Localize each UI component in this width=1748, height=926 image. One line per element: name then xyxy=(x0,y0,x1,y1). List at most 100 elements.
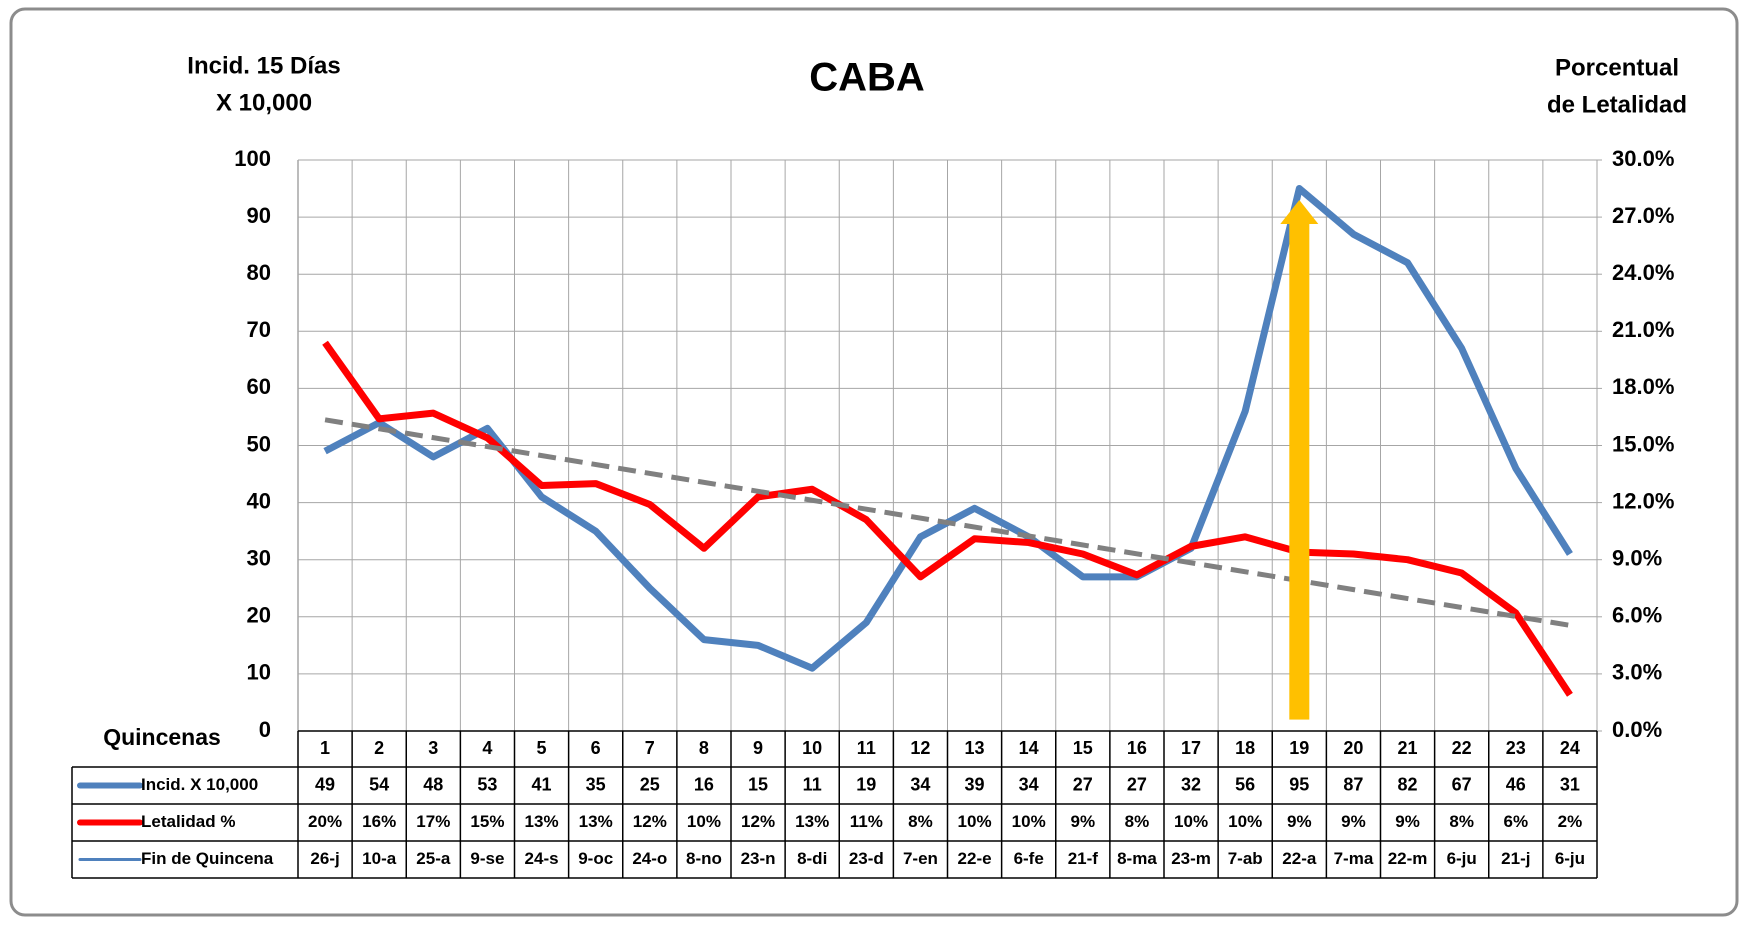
y-tick-label: 30 xyxy=(247,546,271,571)
table-value: 20% xyxy=(308,812,342,831)
table-value: 56 xyxy=(1235,774,1255,794)
table-date: 24-s xyxy=(525,849,559,868)
y2-axis-title: Porcentual xyxy=(1555,54,1679,81)
y-axis-title: X 10,000 xyxy=(216,89,312,116)
chart-title: CABA xyxy=(809,56,925,100)
table-date: 7-ab xyxy=(1228,849,1263,868)
table-date: 6-ju xyxy=(1555,849,1585,868)
x-tick-label: 9 xyxy=(753,738,763,758)
table-date: 21-f xyxy=(1068,849,1099,868)
x-tick-label: 4 xyxy=(482,738,492,758)
table-value: 53 xyxy=(477,774,497,794)
x-tick-label: 16 xyxy=(1127,738,1147,758)
table-value: 34 xyxy=(1019,774,1039,794)
x-axis-title: Quincenas xyxy=(103,724,221,750)
table-value: 9% xyxy=(1341,812,1366,831)
x-tick-label: 11 xyxy=(857,738,876,758)
table-value: 6% xyxy=(1504,812,1529,831)
y-tick-label: 80 xyxy=(247,260,271,285)
y2-tick-label: 15.0% xyxy=(1612,431,1674,456)
x-tick-label: 5 xyxy=(537,738,547,758)
y2-tick-label: 27.0% xyxy=(1612,203,1674,228)
trend-line xyxy=(324,417,1571,628)
table-date: 10-a xyxy=(362,849,397,868)
table-date: 23-m xyxy=(1171,849,1211,868)
y-tick-label: 70 xyxy=(247,317,271,342)
table-date: 25-a xyxy=(416,849,451,868)
x-tick-label: 12 xyxy=(910,738,930,758)
x-tick-label: 3 xyxy=(428,738,438,758)
table-value: 19 xyxy=(856,774,876,794)
table-value: 25 xyxy=(640,774,660,794)
table-value: 16 xyxy=(694,774,714,794)
table-date: 9-se xyxy=(470,849,504,868)
table-value: 17% xyxy=(416,812,450,831)
table-value: 10% xyxy=(958,812,992,831)
table-date: 8-di xyxy=(797,849,827,868)
y2-tick-label: 24.0% xyxy=(1612,260,1674,285)
table-value: 27 xyxy=(1073,774,1093,794)
table-value: 32 xyxy=(1181,774,1201,794)
table-date: 22-a xyxy=(1282,849,1317,868)
y-tick-label: 90 xyxy=(247,203,271,228)
x-tick-label: 13 xyxy=(965,738,985,758)
table-value: 13% xyxy=(795,812,829,831)
table-value: 31 xyxy=(1560,774,1580,794)
table-value: 41 xyxy=(532,774,552,794)
y2-tick-label: 30.0% xyxy=(1612,146,1674,171)
x-tick-label: 18 xyxy=(1235,738,1255,758)
table-date: 8-ma xyxy=(1117,849,1157,868)
table-date: 6-ju xyxy=(1447,849,1477,868)
y2-tick-label: 21.0% xyxy=(1612,317,1674,342)
table-value: 8% xyxy=(1125,812,1150,831)
table-value: 10% xyxy=(1174,812,1208,831)
y-tick-label: 40 xyxy=(247,488,271,513)
table-value: 67 xyxy=(1452,774,1472,794)
table-value: 11% xyxy=(850,812,883,831)
table-value: 27 xyxy=(1127,774,1147,794)
y2-tick-label: 12.0% xyxy=(1612,488,1674,513)
table-value: 48 xyxy=(423,774,443,794)
table-value: 10% xyxy=(1228,812,1262,831)
table-value: 10% xyxy=(1012,812,1046,831)
table-date: 24-o xyxy=(632,849,667,868)
table-date: 9-oc xyxy=(578,849,613,868)
legend-label: Fin de Quincena xyxy=(141,849,274,868)
arrow-head xyxy=(1280,199,1319,224)
table-value: 46 xyxy=(1506,774,1526,794)
table-value: 11 xyxy=(803,774,822,794)
table-date: 26-j xyxy=(310,849,339,868)
table-value: 8% xyxy=(1449,812,1474,831)
y-tick-label: 100 xyxy=(234,146,271,171)
x-tick-label: 15 xyxy=(1073,738,1093,758)
table-value: 16% xyxy=(362,812,396,831)
x-tick-label: 24 xyxy=(1560,738,1580,758)
x-tick-label: 6 xyxy=(591,738,601,758)
table-value: 12% xyxy=(741,812,775,831)
x-tick-label: 14 xyxy=(1019,738,1039,758)
y2-tick-label: 6.0% xyxy=(1612,603,1662,628)
table-date: 7-ma xyxy=(1334,849,1374,868)
arrow-shaft xyxy=(1289,221,1310,720)
table-value: 10% xyxy=(687,812,721,831)
table-value: 35 xyxy=(586,774,606,794)
table-value: 13% xyxy=(579,812,613,831)
y2-axis-title: de Letalidad xyxy=(1547,91,1687,118)
table-value: 15% xyxy=(470,812,504,831)
y2-tick-label: 0.0% xyxy=(1612,717,1662,742)
table-date: 7-en xyxy=(903,849,938,868)
table-value: 15 xyxy=(748,774,768,794)
x-tick-label: 22 xyxy=(1452,738,1472,758)
table-date: 23-n xyxy=(741,849,776,868)
x-tick-label: 8 xyxy=(699,738,709,758)
x-tick-label: 23 xyxy=(1506,738,1526,758)
y2-tick-label: 3.0% xyxy=(1612,660,1662,685)
x-tick-label: 2 xyxy=(374,738,384,758)
x-tick-label: 19 xyxy=(1289,738,1309,758)
table-value: 12% xyxy=(633,812,667,831)
y-tick-label: 10 xyxy=(247,660,271,685)
table-date: 23-d xyxy=(849,849,884,868)
y-tick-label: 20 xyxy=(247,603,271,628)
legend-label: Letalidad % xyxy=(141,812,235,831)
